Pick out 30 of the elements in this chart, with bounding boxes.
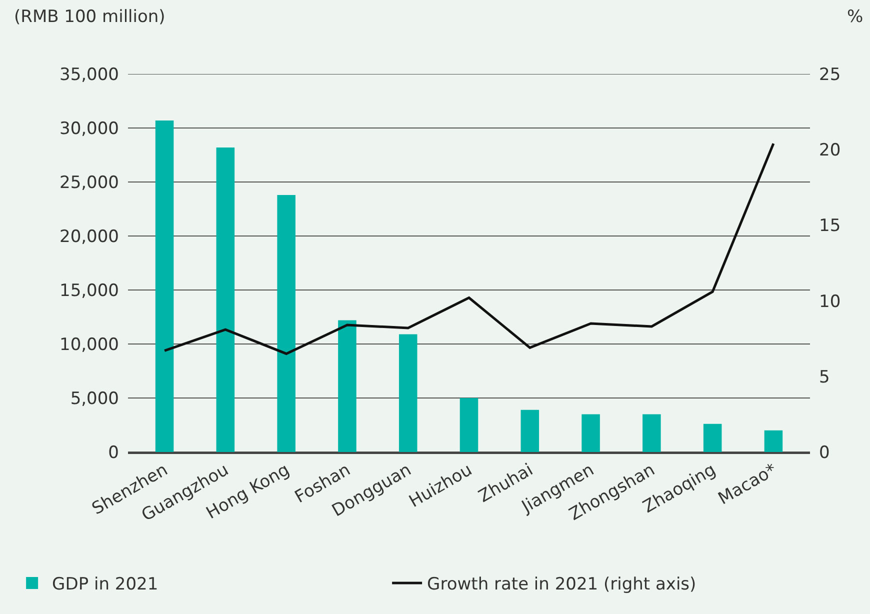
y-tick-label: 0: [108, 442, 119, 463]
bar: [460, 398, 478, 452]
y-tick-label: 30,000: [60, 118, 119, 139]
y-tick-label: 35,000: [60, 64, 119, 85]
y-tick-label: 20,000: [60, 226, 119, 247]
y2-tick-label: 5: [819, 367, 830, 388]
bar: [277, 194, 296, 452]
y2-axis-title: %: [847, 7, 864, 27]
y-tick-label: 5,000: [70, 388, 119, 409]
y2-tick-label: 10: [819, 292, 841, 312]
bar: [642, 414, 661, 452]
y2-tick-label: 15: [819, 216, 841, 236]
bar: [703, 424, 722, 452]
y2-tick-label: 0: [819, 442, 830, 463]
y-tick-label: 25,000: [60, 172, 119, 193]
legend-label: GDP in 2021: [52, 574, 158, 595]
bar: [398, 334, 418, 452]
line-series: [163, 142, 775, 355]
legend-label: Growth rate in 2021 (right axis): [427, 574, 696, 595]
bar: [216, 147, 235, 452]
bar: [582, 414, 600, 452]
bar: [155, 120, 174, 452]
bar: [764, 430, 783, 452]
y2-tick-label: 25: [819, 64, 841, 85]
bar: [520, 410, 540, 452]
y-tick-label: 10,000: [60, 334, 119, 355]
bar: [338, 320, 356, 452]
y2-tick-label: 20: [819, 140, 841, 161]
y-tick-label: 15,000: [60, 280, 119, 301]
y-axis-title: (RMB 100 million): [14, 7, 166, 27]
